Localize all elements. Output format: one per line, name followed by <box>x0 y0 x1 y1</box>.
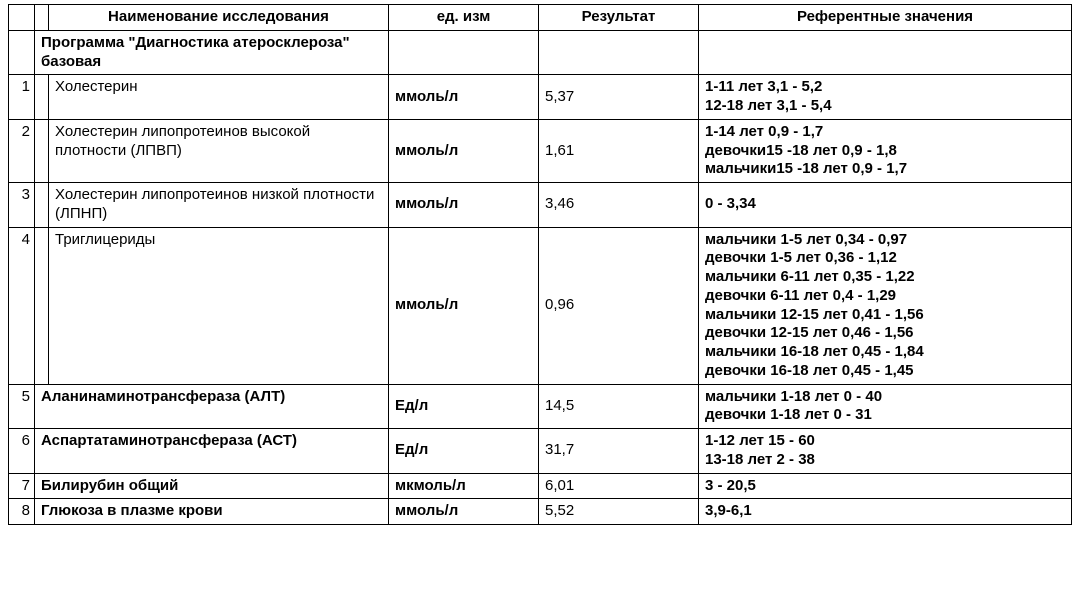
row-gap <box>35 183 49 228</box>
row-number <box>9 30 35 75</box>
reference-cell: мальчики 1-18 лет 0 - 40 девочки 1-18 ле… <box>699 384 1072 429</box>
col-header-num <box>9 5 35 31</box>
unit-cell <box>389 30 539 75</box>
test-name: Аспартатаминотрансфераза (АСТ) <box>35 429 389 474</box>
test-name: Глюкоза в плазме крови <box>35 499 389 525</box>
unit-cell: мкмоль/л <box>389 473 539 499</box>
col-header-result: Результат <box>539 5 699 31</box>
row-gap <box>35 119 49 182</box>
reference-cell: 3 - 20,5 <box>699 473 1072 499</box>
row-number: 8 <box>9 499 35 525</box>
test-name: Билирубин общий <box>35 473 389 499</box>
reference-cell: 0 - 3,34 <box>699 183 1072 228</box>
test-name: Холестерин липопротеинов низкой плотност… <box>49 183 389 228</box>
test-name: Аланинаминотрансфераза (АЛТ) <box>35 384 389 429</box>
result-cell: 6,01 <box>539 473 699 499</box>
unit-cell: ммоль/л <box>389 75 539 120</box>
result-cell: 3,46 <box>539 183 699 228</box>
row-number: 1 <box>9 75 35 120</box>
program-title: Программа "Диагностика атеросклероза" ба… <box>35 30 389 75</box>
test-name: Триглицериды <box>49 227 389 384</box>
result-cell: 0,96 <box>539 227 699 384</box>
col-header-unit: ед. изм <box>389 5 539 31</box>
col-header-gap <box>35 5 49 31</box>
reference-cell: 1-12 лет 15 - 60 13-18 лет 2 - 38 <box>699 429 1072 474</box>
table-row: 3 Холестерин липопротеинов низкой плотнос… <box>9 183 1072 228</box>
reference-cell: 1-11 лет 3,1 - 5,2 12-18 лет 3,1 - 5,4 <box>699 75 1072 120</box>
row-gap <box>35 227 49 384</box>
row-gap <box>35 75 49 120</box>
table-row: 7Билирубин общиймкмоль/л6,013 - 20,5 <box>9 473 1072 499</box>
test-name: Холестерин липопротеинов высокой плотнос… <box>49 119 389 182</box>
reference-cell: 1-14 лет 0,9 - 1,7 девочки15 -18 лет 0,9… <box>699 119 1072 182</box>
program-title-row: Программа "Диагностика атеросклероза" ба… <box>9 30 1072 75</box>
row-number: 5 <box>9 384 35 429</box>
unit-cell: ммоль/л <box>389 119 539 182</box>
table-row: 6Аспартатаминотрансфераза (АСТ)Ед/л31,71… <box>9 429 1072 474</box>
result-cell: 1,61 <box>539 119 699 182</box>
result-cell: 5,37 <box>539 75 699 120</box>
test-name: Холестерин <box>49 75 389 120</box>
row-number: 3 <box>9 183 35 228</box>
result-cell: 5,52 <box>539 499 699 525</box>
table-row: 1 Холестеринммоль/л5,371-11 лет 3,1 - 5,2… <box>9 75 1072 120</box>
table-row: 5Аланинаминотрансфераза (АЛТ)Ед/л14,5мал… <box>9 384 1072 429</box>
col-header-reference: Референтные значения <box>699 5 1072 31</box>
row-number: 4 <box>9 227 35 384</box>
table-header-row: Наименование исследования ед. изм Резуль… <box>9 5 1072 31</box>
table-row: 4Триглицеридыммоль/л0,96мальчики 1-5 лет… <box>9 227 1072 384</box>
table-row: 2Холестерин липопротеинов высокой плотно… <box>9 119 1072 182</box>
unit-cell: Ед/л <box>389 384 539 429</box>
result-cell: 31,7 <box>539 429 699 474</box>
unit-cell: ммоль/л <box>389 183 539 228</box>
row-number: 6 <box>9 429 35 474</box>
row-number: 2 <box>9 119 35 182</box>
col-header-name: Наименование исследования <box>49 5 389 31</box>
table-row: 8Глюкоза в плазме кровиммоль/л5,523,9-6,… <box>9 499 1072 525</box>
reference-cell: 3,9-6,1 <box>699 499 1072 525</box>
unit-cell: Ед/л <box>389 429 539 474</box>
reference-cell <box>699 30 1072 75</box>
result-cell: 14,5 <box>539 384 699 429</box>
lab-results-table: Наименование исследования ед. изм Резуль… <box>8 4 1072 525</box>
reference-cell: мальчики 1-5 лет 0,34 - 0,97 девочки 1-5… <box>699 227 1072 384</box>
result-cell <box>539 30 699 75</box>
unit-cell: ммоль/л <box>389 227 539 384</box>
unit-cell: ммоль/л <box>389 499 539 525</box>
row-number: 7 <box>9 473 35 499</box>
